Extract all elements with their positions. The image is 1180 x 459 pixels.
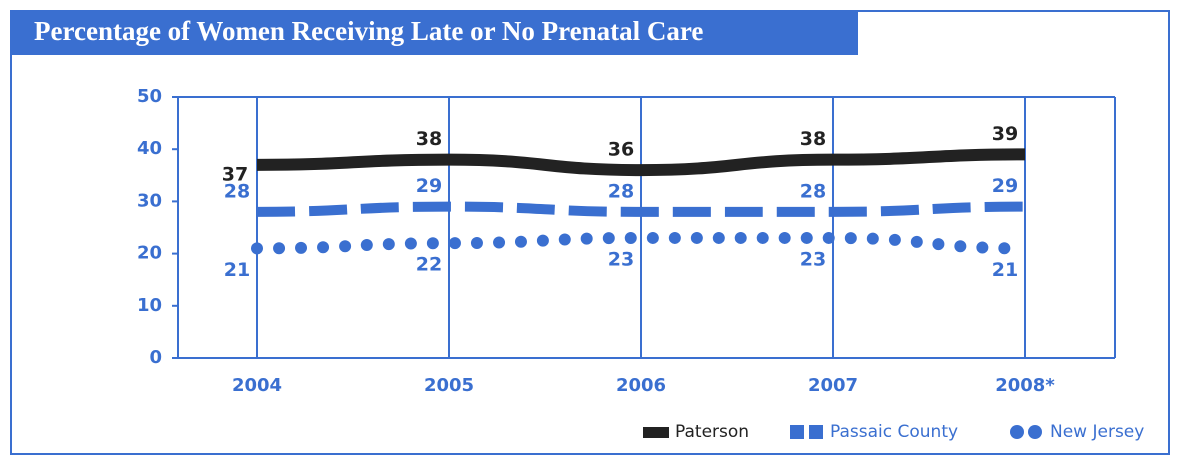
legend-swatch [809,425,823,439]
y-tick-label: 40 [137,138,162,159]
x-tick-label: 2004 [232,375,282,396]
y-tick-label: 50 [137,86,162,107]
data-label: 21 [992,259,1018,281]
data-label: 36 [608,139,634,161]
data-label: 39 [992,123,1018,145]
legend-label: Passaic County [830,422,958,442]
x-tick-label: 2005 [424,375,474,396]
x-tick-label: 2008* [995,375,1055,396]
data-label: 29 [992,175,1018,197]
data-label: 23 [800,248,826,270]
data-label: 37 [222,163,248,185]
data-label: 22 [416,254,442,276]
data-label: 28 [224,180,250,202]
y-tick-label: 20 [137,243,162,264]
series-line [256,201,1026,217]
data-label: 23 [608,248,634,270]
title-box [12,12,858,55]
data-label: 28 [608,180,634,202]
legend-swatch [1028,425,1042,439]
legend-swatch [790,425,804,439]
data-label: 38 [416,128,442,150]
data-label: 38 [800,128,826,150]
x-tick-label: 2007 [808,375,858,396]
y-tick-label: 30 [137,190,162,211]
frame [10,10,1170,455]
legend-label: New Jersey [1050,422,1144,442]
data-label: 28 [800,180,826,202]
legend-swatch [1010,425,1024,439]
data-label: 29 [416,175,442,197]
chart-title: Percentage of Women Receiving Late or No… [34,16,703,46]
legend-label: Paterson [675,422,749,442]
y-tick-label: 10 [137,295,162,316]
series-line [256,148,1026,177]
x-tick-label: 2006 [616,375,666,396]
legend-swatch [643,427,669,438]
data-label: 21 [224,259,250,281]
y-tick-label: 0 [149,347,162,368]
